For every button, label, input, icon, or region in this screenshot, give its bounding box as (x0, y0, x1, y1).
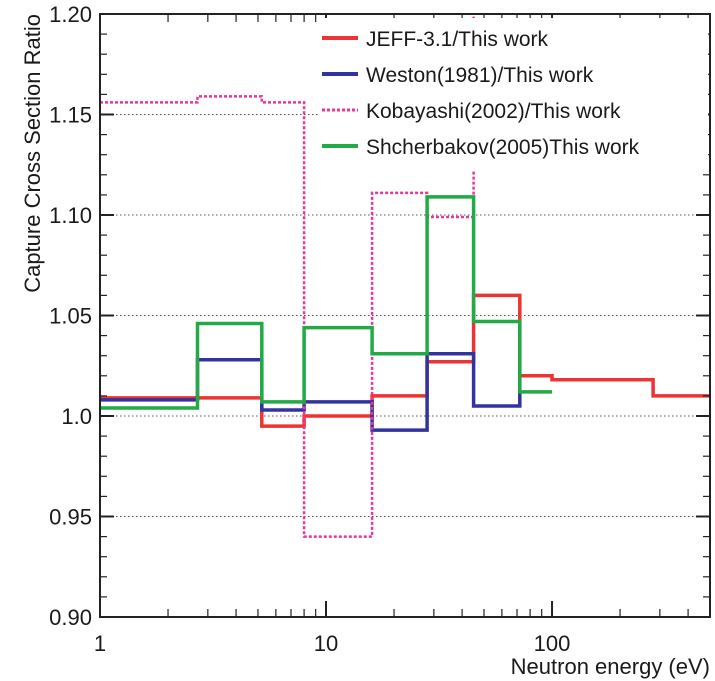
legend-label: Kobayashi(2002)/This work (366, 100, 621, 123)
x-tick-labels: 1 10 100 (94, 631, 571, 656)
legend-label: Weston(1981)/This work (366, 64, 594, 87)
y-tick-labels: 0.90 0.95 1.0 1.05 1.10 1.15 1.20 (49, 2, 92, 630)
y-tick-label: 1.0 (61, 404, 92, 429)
x-tick-label: 10 (314, 631, 338, 656)
x-axis-title: Neutron energy (eV) (511, 654, 710, 679)
y-tick-label: 1.10 (49, 203, 92, 228)
legend: JEFF-3.1/This work Weston(1981)/This work… (318, 18, 708, 170)
y-tick-label: 1.20 (49, 2, 92, 27)
x-tick-label: 1 (94, 631, 106, 656)
series-lines (100, 14, 710, 538)
y-tick-label: 0.95 (49, 505, 92, 530)
series-line-4 (100, 195, 552, 410)
x-tick-label: 100 (534, 631, 571, 656)
legend-label: JEFF-3.1/This work (366, 28, 549, 51)
y-tick-label: 1.15 (49, 103, 92, 128)
y-tick-label: 1.05 (49, 304, 92, 329)
y-tick-label: 0.90 (49, 605, 92, 630)
legend-box (318, 18, 708, 170)
y-axis-title: Capture Cross Section Ratio (20, 14, 45, 293)
legend-label: Shcherbakov(2005)This work (366, 136, 640, 159)
